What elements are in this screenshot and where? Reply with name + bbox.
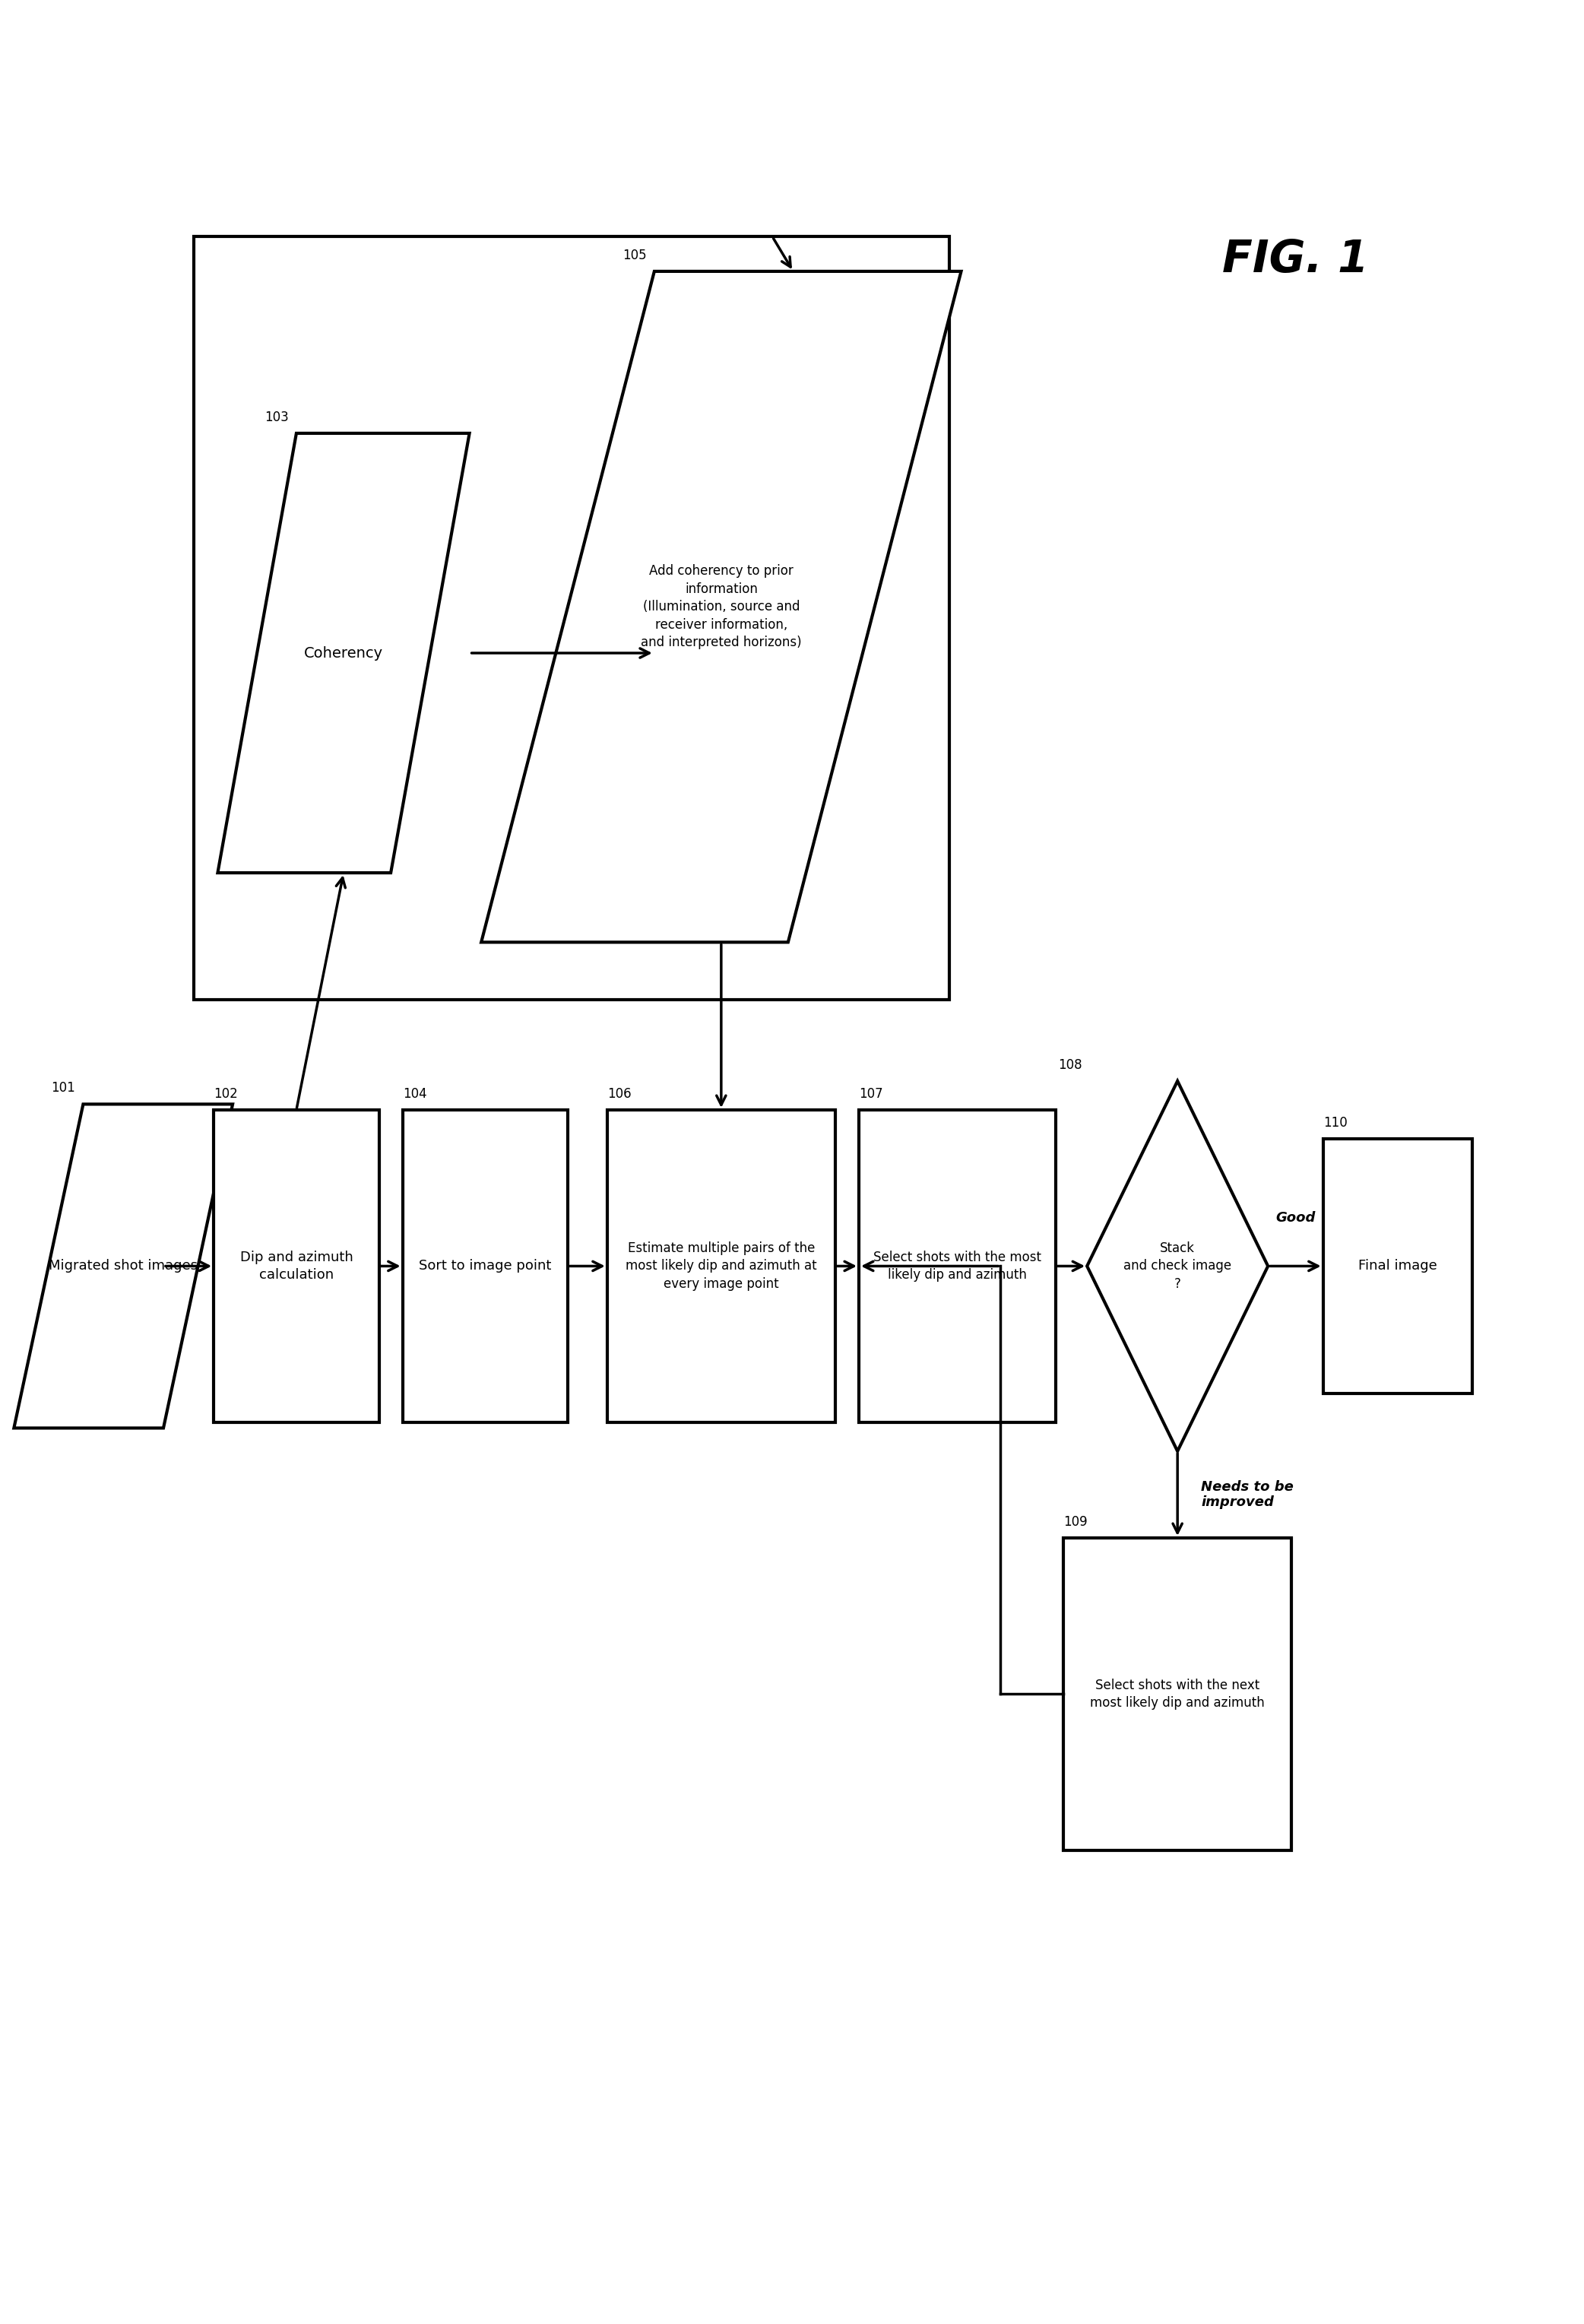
Text: Add coherency to prior
information
(Illumination, source and
receiver informatio: Add coherency to prior information (Illu… — [642, 565, 802, 648]
Text: Final image: Final image — [1359, 1260, 1437, 1274]
Text: Select shots with the most
likely dip and azimuth: Select shots with the most likely dip an… — [873, 1250, 1041, 1283]
Text: Stack
and check image
?: Stack and check image ? — [1123, 1241, 1231, 1290]
Text: 110: 110 — [1323, 1116, 1346, 1129]
Bar — [1323, 1139, 1473, 1394]
Text: 105: 105 — [623, 249, 646, 263]
Polygon shape — [482, 272, 961, 941]
Text: Good: Good — [1275, 1211, 1315, 1225]
Polygon shape — [217, 432, 469, 874]
Text: Estimate multiple pairs of the
most likely dip and azimuth at
every image point: Estimate multiple pairs of the most like… — [626, 1241, 817, 1290]
Text: Select shots with the next
most likely dip and azimuth: Select shots with the next most likely d… — [1090, 1678, 1264, 1710]
Text: 107: 107 — [859, 1088, 882, 1102]
Text: 102: 102 — [214, 1088, 238, 1102]
Text: Dip and azimuth
calculation: Dip and azimuth calculation — [239, 1250, 353, 1283]
Text: Needs to be
improved: Needs to be improved — [1201, 1480, 1294, 1508]
Bar — [195, 237, 949, 999]
Bar — [214, 1111, 379, 1422]
Bar — [1063, 1538, 1291, 1850]
Text: 108: 108 — [1058, 1057, 1082, 1071]
Text: 103: 103 — [265, 411, 288, 423]
Text: 104: 104 — [402, 1088, 426, 1102]
Text: 109: 109 — [1063, 1515, 1088, 1529]
Text: Sort to image point: Sort to image point — [418, 1260, 551, 1274]
Polygon shape — [14, 1104, 233, 1427]
Text: FIG. 1: FIG. 1 — [1223, 237, 1369, 281]
Bar — [607, 1111, 835, 1422]
Polygon shape — [1087, 1081, 1267, 1450]
Text: Migrated shot images: Migrated shot images — [49, 1260, 198, 1274]
Text: 106: 106 — [607, 1088, 630, 1102]
Bar — [402, 1111, 567, 1422]
Text: 101: 101 — [51, 1081, 76, 1095]
Text: Coherency: Coherency — [304, 646, 383, 660]
Bar — [859, 1111, 1055, 1422]
